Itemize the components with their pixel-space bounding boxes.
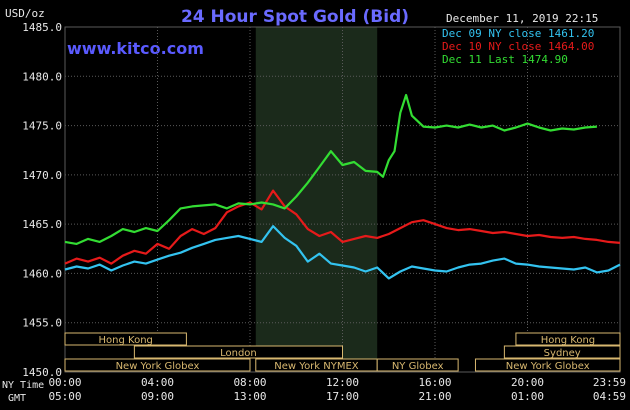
session-box-frame	[474, 358, 621, 372]
x-tick-label-ny: 04:00	[141, 376, 174, 389]
session-box: Sydney	[503, 345, 621, 359]
session-box: Hong Kong	[64, 332, 187, 346]
session-box-frame	[64, 332, 187, 346]
session-label: London	[220, 348, 257, 359]
x-tick-label-ny: 00:00	[48, 376, 81, 389]
series-line-dec10	[64, 189, 621, 265]
plot-area	[64, 26, 621, 373]
nymex-shaded-band	[255, 27, 378, 372]
session-box: New York NYMEX	[255, 358, 378, 372]
y-unit-label: USD/oz	[5, 7, 45, 20]
legend-item-dec11: Dec 11 Last 1474.90	[442, 53, 568, 66]
session-label: NY Globex	[392, 361, 444, 372]
x-tick-label-gmt: 04:59	[593, 390, 626, 403]
series-layer	[64, 93, 621, 280]
y-axis: 1450.0 1455.0 1460.0 1465.0 1470.0 1475.0 1480…	[22, 21, 62, 379]
x-tick-label-ny: 12:00	[326, 376, 359, 389]
x-tick-label-gmt: 01:00	[511, 390, 544, 403]
x-tick-label-ny: 23:59	[593, 376, 626, 389]
session-box: NY Globex	[376, 358, 459, 372]
legend-item-dec10: Dec 10 NY close 1464.00	[442, 40, 594, 53]
y-tick-label: 1470.0	[22, 169, 62, 182]
gmt-label: GMT	[8, 393, 26, 404]
x-tick-label-ny: 16:00	[418, 376, 451, 389]
session-label: New York Globex	[116, 361, 200, 372]
legend-item-dec09: Dec 09 NY close 1461.20	[442, 27, 594, 40]
y-tick-label: 1450.0	[22, 366, 62, 379]
y-tick-label: 1485.0	[22, 21, 62, 34]
session-box-frame	[64, 358, 251, 372]
ny-time-label: NY Time	[2, 380, 44, 391]
timestamp: December 11, 2019 22:15	[446, 12, 598, 25]
x-tick-label-ny: 20:00	[511, 376, 544, 389]
x-tick-label-ny: 08:00	[233, 376, 266, 389]
y-tick-label: 1465.0	[22, 218, 62, 231]
y-tick-label: 1475.0	[22, 120, 62, 133]
legend: Dec 09 NY close 1461.20 Dec 10 NY close …	[442, 27, 594, 66]
session-label: Sydney	[544, 348, 581, 359]
session-box-frame	[503, 345, 621, 359]
session-box-frame	[376, 358, 459, 372]
session-box-frame	[133, 345, 343, 359]
series-line-dec09	[64, 225, 621, 280]
x-tick-label-gmt: 05:00	[48, 390, 81, 403]
session-box: London	[133, 345, 343, 359]
trading-sessions: Hong Kong Hong Kong London Sydney New York G…	[64, 332, 621, 372]
session-label: New York NYMEX	[274, 361, 359, 372]
session-box: Hong Kong	[515, 332, 621, 346]
series-line-dec11	[64, 93, 597, 245]
session-label: Hong Kong	[541, 335, 595, 346]
session-box: New York Globex	[474, 358, 621, 372]
chart-title: 24 Hour Spot Gold (Bid)	[181, 7, 409, 27]
session-box-frame	[515, 332, 621, 346]
x-tick-label-gmt: 13:00	[233, 390, 266, 403]
session-box: New York Globex	[64, 358, 251, 372]
session-label: Hong Kong	[99, 335, 153, 346]
y-tick-label: 1460.0	[22, 267, 62, 280]
site-watermark: www.kitco.com	[67, 39, 204, 58]
x-tick-label-gmt: 21:00	[418, 390, 451, 403]
session-label: New York Globex	[506, 361, 590, 372]
x-tick-label-gmt: 09:00	[141, 390, 174, 403]
y-tick-label: 1480.0	[22, 70, 62, 83]
x-tick-label-gmt: 17:00	[326, 390, 359, 403]
y-tick-label: 1455.0	[22, 317, 62, 330]
